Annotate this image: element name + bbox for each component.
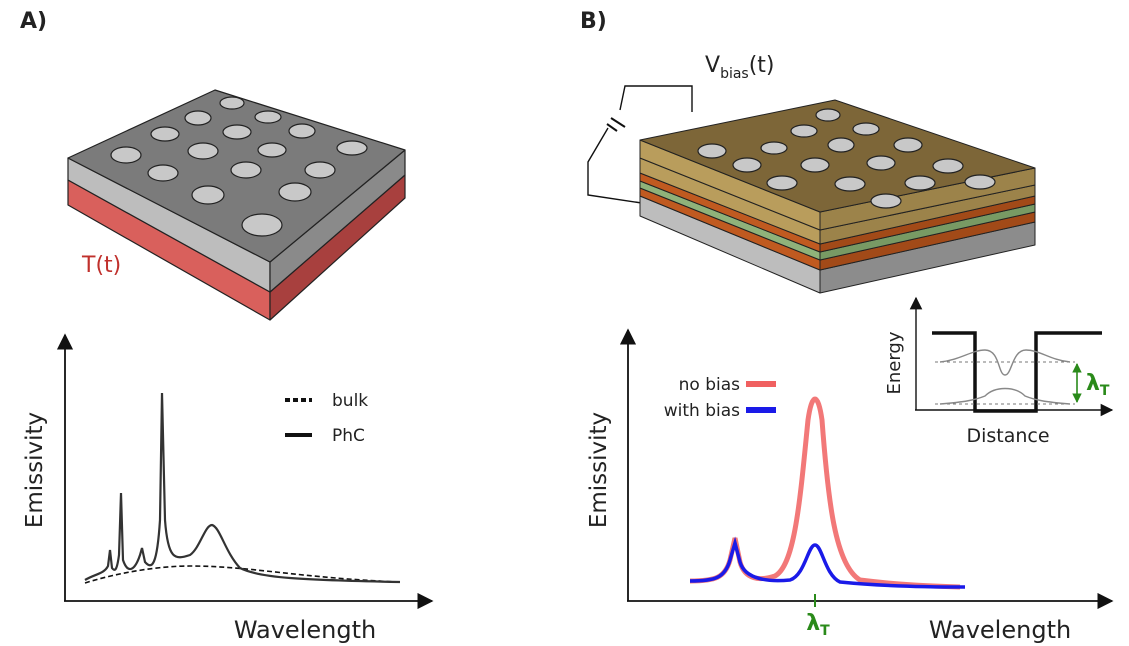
phc-curve: [85, 393, 400, 582]
plot-a-axes: [64, 335, 432, 601]
inset-x-label: Distance: [966, 425, 1049, 447]
x-axis-label: Wavelength: [929, 616, 1071, 644]
legend-label: with bias: [664, 401, 740, 421]
wavefunctions: [940, 350, 1070, 404]
y-axis-label: Emissivity: [586, 412, 612, 528]
phc-slab: [68, 90, 405, 320]
panel-label: A): [20, 9, 47, 34]
voltage-main: V: [705, 53, 720, 78]
inset-marker-sub: T: [1100, 383, 1110, 399]
voltage-label: Vbias(t): [705, 53, 775, 82]
legend-label: PhC: [332, 426, 365, 446]
inset-marker-main: λ: [1086, 371, 1100, 396]
figure: A) T(t) bulk PhC Emissivity Wavelength B…: [0, 0, 1129, 646]
layered-slab: [640, 100, 1035, 293]
plot-b-axes: [627, 330, 1112, 601]
y-axis-label: Emissivity: [22, 412, 48, 528]
inset-y-label: Energy: [884, 331, 905, 394]
marker-label: λT: [806, 611, 830, 639]
legend-label: bulk: [332, 391, 368, 411]
inset-marker-label: λT: [1086, 371, 1110, 399]
with-bias-curve: [690, 543, 965, 587]
panel-label: B): [580, 9, 607, 34]
temperature-label: T(t): [81, 253, 121, 278]
marker-sub: T: [820, 623, 830, 639]
voltage-tail: (t): [749, 53, 775, 78]
voltage-sub: bias: [720, 66, 749, 82]
legend-label: no bias: [679, 375, 741, 395]
inset-axes: [915, 298, 1112, 410]
marker-main: λ: [806, 611, 820, 636]
x-axis-label: Wavelength: [234, 616, 376, 644]
energy-levels: [935, 362, 1075, 404]
